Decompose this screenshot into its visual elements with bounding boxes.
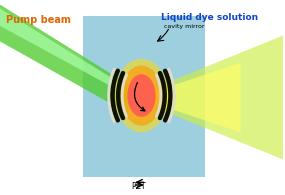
Ellipse shape xyxy=(127,74,156,117)
FancyArrowPatch shape xyxy=(135,82,145,111)
Polygon shape xyxy=(0,4,127,113)
Bar xyxy=(84,16,205,177)
Polygon shape xyxy=(154,35,283,160)
Polygon shape xyxy=(154,63,241,132)
Polygon shape xyxy=(0,8,125,94)
Text: Liquid dye solution: Liquid dye solution xyxy=(161,13,258,22)
Ellipse shape xyxy=(115,59,168,132)
Text: PZT: PZT xyxy=(132,182,146,191)
Ellipse shape xyxy=(120,66,163,126)
Text: cavity mirror: cavity mirror xyxy=(164,24,205,29)
Text: Pump beam: Pump beam xyxy=(6,15,70,25)
